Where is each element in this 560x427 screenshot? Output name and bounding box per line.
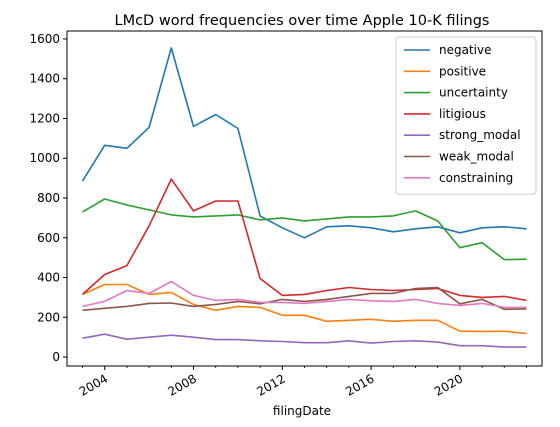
y-tick-label: 200 <box>37 310 60 324</box>
x-tick-label: 2004 <box>77 371 110 398</box>
series-line-positive <box>82 283 527 335</box>
series-line-litigious <box>81 178 527 302</box>
legend-label: constraining <box>439 171 513 185</box>
x-tick-label: 2008 <box>166 371 199 398</box>
chart-title: LMcD word frequencies over time Apple 10… <box>115 13 490 29</box>
legend: negative positive uncertainty litigious stro… <box>395 36 537 195</box>
legend-label: negative <box>439 43 491 57</box>
x-tick-label: 2016 <box>343 371 376 398</box>
legend-label: positive <box>439 64 486 78</box>
x-axis: 2004 2008 2012 2016 2020 <box>77 366 527 399</box>
series-line-strong-modal <box>82 333 527 348</box>
y-tick-label: 1600 <box>29 32 60 46</box>
legend-label: litigious <box>439 107 486 121</box>
series-line-constraining <box>82 280 527 309</box>
series-line-negative <box>81 47 527 239</box>
y-tick-label: 1400 <box>29 72 60 86</box>
x-tick-label: 2012 <box>254 371 287 398</box>
legend-label: strong_modal <box>439 128 521 142</box>
y-tick-label: 0 <box>52 350 60 364</box>
y-tick-label: 1000 <box>29 151 60 165</box>
y-axis: 0 200 400 600 800 1000 1200 1400 1600 <box>29 32 67 364</box>
y-tick-label: 600 <box>37 231 60 245</box>
y-tick-label: 1200 <box>29 111 60 125</box>
y-tick-label: 800 <box>37 191 60 205</box>
legend-label: weak_modal <box>439 150 514 164</box>
x-tick-label: 2020 <box>432 371 465 398</box>
legend-label: uncertainty <box>439 86 508 100</box>
x-axis-label: filingDate <box>273 404 331 418</box>
series-line-weak-modal <box>82 286 527 312</box>
y-tick-label: 400 <box>37 271 60 285</box>
legend-box <box>395 36 537 195</box>
series-line-uncertainty <box>82 198 527 261</box>
series-layer <box>81 47 527 348</box>
